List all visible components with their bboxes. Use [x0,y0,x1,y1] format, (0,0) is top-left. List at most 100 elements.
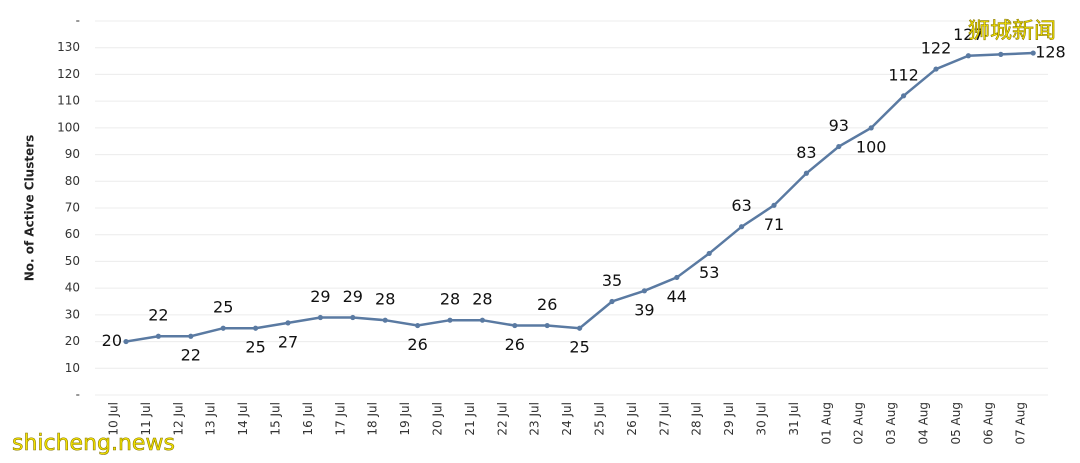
data-point [220,325,226,331]
data-point [447,317,453,323]
x-tick-label: 03 Aug [884,402,898,445]
data-label: 25 [213,298,233,317]
data-point [998,51,1004,57]
data-point [706,250,712,257]
data-label: 22 [148,306,168,325]
data-point [123,338,129,345]
data-point [253,325,259,331]
y-tick-label: 100 [57,120,80,134]
data-label: 63 [731,196,751,215]
x-tick-label: 31 Jul [787,402,801,436]
data-label: 83 [796,143,816,162]
x-tick-label: 07 Aug [1014,402,1028,445]
data-label: 22 [181,346,201,365]
y-tick-label: 110 [57,94,80,108]
data-point [188,333,194,339]
y-tick-label: 70 [65,201,80,215]
x-tick-label: 16 Jul [301,402,315,436]
x-tick-label: 01 Aug [819,402,833,445]
x-tick-label: 20 Jul [431,402,445,436]
x-tick-label: 26 Jul [625,402,639,436]
x-tick-label: 21 Jul [463,402,477,436]
data-point [577,325,583,331]
x-tick-label: 17 Jul [333,402,347,436]
data-point [544,322,550,329]
data-point [836,143,842,150]
y-tick-label: 130 [57,40,80,54]
data-label: 26 [537,295,557,314]
x-tick-label: 19 Jul [398,402,412,436]
x-tick-label: 28 Jul [690,402,704,436]
data-label: 122 [921,39,952,58]
x-tick-label: 27 Jul [657,402,671,436]
x-tick-label: 14 Jul [236,402,250,436]
y-tick-label: 60 [65,227,80,241]
data-label: 25 [569,338,589,357]
x-tick-label: 23 Jul [528,402,542,436]
data-label: 71 [764,215,784,234]
y-tick-label: 30 [65,307,80,321]
data-point [155,333,161,339]
data-label: 128 [1035,43,1066,62]
data-point [285,320,291,326]
data-label: 93 [829,116,849,135]
data-point [382,317,388,323]
x-tick-label: 25 Jul [593,402,607,436]
x-tick-label: 05 Aug [949,402,963,445]
watermark: 狮城新闻 [968,19,1056,44]
data-point [641,288,648,294]
data-label: 44 [667,287,687,306]
y-tick-label: 40 [65,281,80,295]
data-point [901,93,907,99]
data-label: 29 [310,287,330,306]
data-label: 26 [407,335,427,354]
data-label: 29 [343,287,363,306]
data-label: 100 [856,137,887,156]
data-point [479,317,485,323]
data-point [965,53,972,59]
data-label: 28 [375,290,395,309]
watermark: shicheng.news [12,431,175,456]
x-tick-label: 18 Jul [366,402,380,436]
data-label: 39 [634,300,654,319]
y-tick-label: - [76,14,80,28]
data-point [739,224,745,230]
x-tick-label: 12 Jul [171,402,185,436]
data-label: 26 [505,335,525,354]
x-tick-label: 04 Aug [917,402,931,445]
y-tick-label: 10 [65,361,80,375]
data-point [317,314,323,321]
data-point [674,274,680,281]
x-tick-label: 30 Jul [755,402,769,436]
y-axis-label: No. of Active Clusters [23,135,37,282]
data-point [868,125,874,131]
y-tick-label: 80 [65,174,80,188]
x-tick-label: 15 Jul [269,402,283,436]
data-label: 35 [602,271,622,290]
data-point [771,202,777,208]
data-label: 27 [278,332,298,351]
data-point [415,322,421,329]
data-point [933,66,939,72]
data-label: 28 [472,290,492,309]
data-point [512,322,518,329]
data-point [609,298,615,305]
y-tick-label: - [76,388,80,402]
x-tick-label: 22 Jul [495,402,509,436]
data-point [1030,50,1036,56]
data-label: 20 [102,331,122,350]
x-tick-label: 13 Jul [204,402,218,436]
data-point [803,170,810,176]
data-label: 25 [245,338,265,357]
data-label: 112 [888,65,919,84]
y-tick-label: 20 [65,334,80,348]
data-point [350,314,356,321]
y-tick-label: 90 [65,147,80,161]
x-tick-label: 24 Jul [560,402,574,436]
y-tick-label: 50 [65,254,80,268]
x-tick-label: 06 Aug [981,402,995,445]
y-tick-label: 120 [57,67,80,81]
x-tick-label: 29 Jul [722,402,736,436]
data-label: 127 [953,25,984,44]
